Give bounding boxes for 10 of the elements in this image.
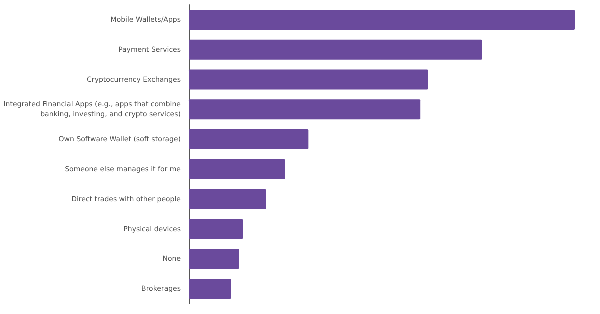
bar	[189, 279, 232, 300]
bar	[189, 249, 240, 270]
bar	[189, 40, 482, 60]
bar	[189, 159, 286, 180]
bar	[189, 219, 244, 240]
bar	[189, 130, 309, 150]
bar	[189, 100, 421, 120]
bar	[189, 70, 428, 90]
bar	[189, 10, 575, 30]
bar	[189, 189, 266, 210]
